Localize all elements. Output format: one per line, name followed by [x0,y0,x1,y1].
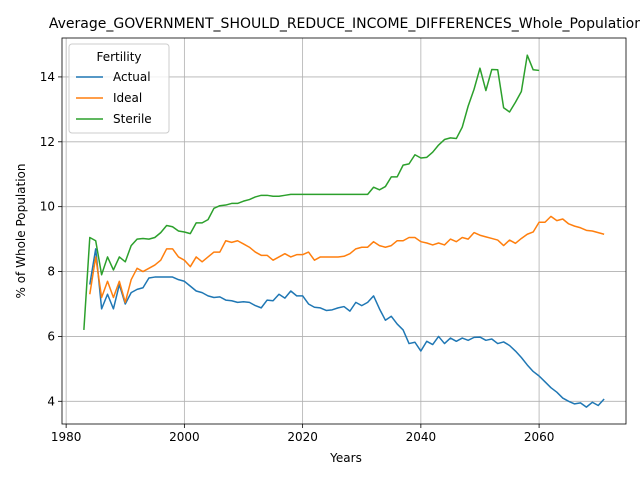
x-tick-label: 2040 [406,430,437,444]
legend-box [68,43,170,134]
y-tick-label: 12 [40,135,55,149]
ticks: 1980 2000 2020 2040 2060 4 6 8 10 12 14 [40,70,555,444]
y-tick-label: 4 [47,394,55,408]
y-tick-label: 6 [47,329,55,343]
legend-label: Sterile [113,112,152,126]
series-line-actual [89,248,605,408]
series-line-ideal [89,215,605,304]
x-tick-label: 1980 [51,430,82,444]
x-axis-label: Years [329,451,362,465]
series-group [83,54,605,408]
y-tick-label: 8 [47,265,55,279]
x-tick-label: 2000 [169,430,200,444]
x-tick-label: 2020 [287,430,318,444]
legend-label: Actual [113,70,151,84]
plot-frame [61,37,627,425]
x-tick-label: 2060 [524,430,555,444]
y-tick-label: 14 [40,70,55,84]
legend: Fertility Actual Ideal Sterile [68,43,170,134]
series-line-sterile [83,54,540,330]
y-tick-label: 10 [40,200,55,214]
legend-title: Fertility [96,50,141,64]
y-axis-label: % of Whole Population [14,164,28,299]
chart-title: Average_GOVERNMENT_SHOULD_REDUCE_INCOME_… [49,16,640,32]
legend-label: Ideal [113,91,142,105]
